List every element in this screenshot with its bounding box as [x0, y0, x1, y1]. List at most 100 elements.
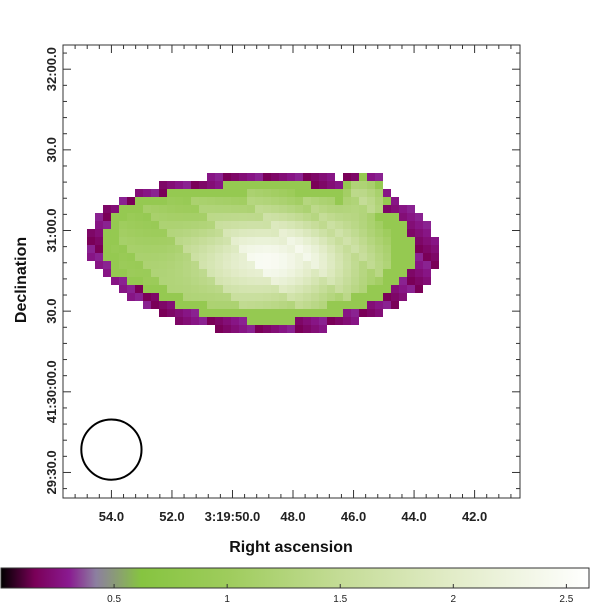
image-pixel-16	[343, 173, 351, 181]
image-pixel-250	[183, 229, 191, 237]
image-pixel-246	[151, 229, 159, 237]
image-pixel-691	[343, 317, 351, 325]
y-tick-label-0: 29:30.0	[44, 450, 59, 494]
image-pixel-425	[191, 261, 199, 269]
image-pixel-163	[159, 213, 167, 221]
image-pixel-587	[223, 293, 231, 301]
image-pixel-539	[135, 285, 143, 293]
image-pixel-247	[159, 229, 167, 237]
image-pixel-344	[239, 245, 247, 253]
image-pixel-662	[319, 309, 327, 317]
image-pixel-348	[271, 245, 279, 253]
image-pixel-520	[295, 277, 303, 285]
image-pixel-196	[95, 221, 103, 229]
image-pixel-551	[231, 285, 239, 293]
image-pixel-265	[303, 229, 311, 237]
image-pixel-569	[375, 285, 383, 293]
image-pixel-78	[367, 189, 375, 197]
image-pixel-355	[327, 245, 335, 253]
image-pixel-215	[247, 221, 255, 229]
image-pixel-552	[239, 285, 247, 293]
image-pixel-267	[319, 229, 327, 237]
image-pixel-34	[263, 181, 271, 189]
image-pixel-463	[159, 269, 167, 277]
image-pixel-387	[231, 253, 239, 261]
image-pixel-673	[199, 317, 207, 325]
image-pixel-294	[191, 237, 199, 245]
image-pixel-516	[263, 277, 271, 285]
image-pixel-432	[247, 261, 255, 269]
image-pixel-9	[279, 173, 287, 181]
image-pixel-320	[399, 237, 407, 245]
image-pixel-229	[359, 221, 367, 229]
image-pixel-356	[335, 245, 343, 253]
image-pixel-525	[335, 277, 343, 285]
image-pixel-297	[215, 237, 223, 245]
image-pixel-706	[319, 325, 327, 333]
image-pixel-37	[287, 181, 295, 189]
image-pixel-31	[239, 181, 247, 189]
image-pixel-488	[359, 269, 367, 277]
image-pixel-637	[359, 301, 367, 309]
image-pixel-19	[367, 173, 375, 181]
image-pixel-20	[375, 173, 383, 181]
image-pixel-571	[391, 285, 399, 293]
image-pixel-366	[415, 245, 423, 253]
image-pixel-298	[223, 237, 231, 245]
image-pixel-148	[359, 205, 367, 213]
image-pixel-518	[279, 277, 287, 285]
image-pixel-602	[343, 293, 351, 301]
y-tick-label-5: 32:00.0	[44, 47, 59, 91]
image-pixel-630	[303, 301, 311, 309]
image-pixel-150	[375, 205, 383, 213]
image-pixel-65	[263, 189, 271, 197]
image-pixel-101	[279, 197, 287, 205]
image-pixel-13	[311, 173, 319, 181]
image-pixel-490	[375, 269, 383, 277]
image-pixel-493	[399, 269, 407, 277]
image-pixel-96	[239, 197, 247, 205]
image-pixel-100	[271, 197, 279, 205]
image-pixel-7	[263, 173, 271, 181]
image-pixel-511	[223, 277, 231, 285]
image-pixel-227	[343, 221, 351, 229]
image-pixel-374	[127, 253, 135, 261]
image-pixel-244	[135, 229, 143, 237]
image-pixel-696	[239, 325, 247, 333]
image-pixel-382	[191, 253, 199, 261]
image-pixel-176	[263, 213, 271, 221]
image-pixel-478	[279, 269, 287, 277]
image-pixel-367	[423, 245, 431, 253]
image-pixel-76	[351, 189, 359, 197]
image-pixel-339	[199, 245, 207, 253]
image-pixel-413	[95, 261, 103, 269]
image-pixel-157	[111, 213, 119, 221]
image-pixel-502	[151, 277, 159, 285]
image-pixel-655	[263, 309, 271, 317]
image-pixel-272	[359, 229, 367, 237]
image-pixel-670	[175, 317, 183, 325]
image-pixel-466	[183, 269, 191, 277]
image-pixel-197	[103, 221, 111, 229]
image-pixel-507	[191, 277, 199, 285]
image-pixel-292	[175, 237, 183, 245]
image-pixel-205	[167, 221, 175, 229]
image-pixel-332	[143, 245, 151, 253]
image-pixel-116	[103, 205, 111, 213]
image-pixel-439	[303, 261, 311, 269]
image-pixel-190	[375, 213, 383, 221]
image-pixel-87	[167, 197, 175, 205]
image-pixel-277	[399, 229, 407, 237]
image-pixel-428	[215, 261, 223, 269]
plot-frame	[62, 44, 521, 499]
image-pixel-44	[343, 181, 351, 189]
image-pixel-165	[175, 213, 183, 221]
image-pixel-467	[191, 269, 199, 277]
image-pixel-107	[327, 197, 335, 205]
image-pixel-699	[263, 325, 271, 333]
image-pixel-268	[327, 229, 335, 237]
image-pixel-105	[311, 197, 319, 205]
image-pixel-643	[167, 309, 175, 317]
image-pixel-276	[391, 229, 399, 237]
image-pixel-149	[367, 205, 375, 213]
